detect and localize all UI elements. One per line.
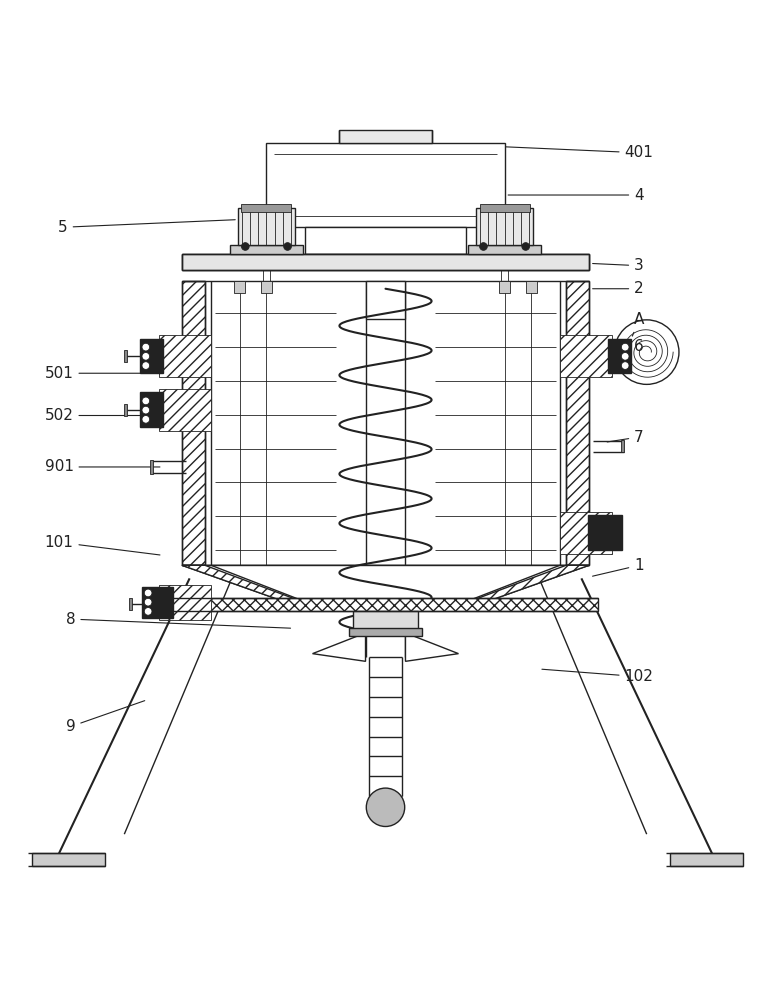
Bar	[468, 245, 541, 254]
Polygon shape	[267, 143, 504, 227]
Text: 7: 7	[608, 430, 644, 445]
Polygon shape	[182, 565, 589, 608]
Bar	[499, 281, 510, 293]
Circle shape	[621, 353, 629, 360]
Polygon shape	[159, 585, 211, 620]
Circle shape	[142, 406, 150, 414]
Text: 4: 4	[508, 188, 644, 203]
Bar	[621, 440, 625, 452]
Bar	[339, 130, 432, 143]
Circle shape	[480, 243, 487, 250]
Bar	[140, 392, 163, 427]
Bar	[241, 204, 291, 212]
Bar	[480, 204, 530, 212]
Text: 501: 501	[45, 366, 152, 381]
Bar	[353, 611, 418, 631]
Circle shape	[621, 362, 629, 369]
Polygon shape	[566, 281, 589, 565]
Polygon shape	[182, 254, 589, 270]
Circle shape	[142, 353, 150, 360]
Bar	[140, 339, 163, 373]
Polygon shape	[453, 565, 589, 608]
Text: 1: 1	[593, 558, 644, 576]
Polygon shape	[182, 565, 318, 608]
Bar	[182, 254, 589, 270]
Bar	[129, 598, 132, 610]
Bar	[124, 350, 127, 362]
Polygon shape	[182, 281, 205, 565]
Circle shape	[144, 589, 152, 597]
Circle shape	[241, 243, 249, 250]
Bar	[476, 208, 534, 245]
Text: A: A	[632, 312, 645, 336]
Bar	[32, 853, 105, 866]
Bar	[608, 339, 631, 373]
Circle shape	[142, 397, 150, 405]
Polygon shape	[312, 633, 365, 661]
Circle shape	[144, 598, 152, 606]
Bar	[150, 460, 153, 474]
Polygon shape	[406, 633, 459, 661]
Bar	[566, 281, 589, 565]
Text: 5: 5	[58, 220, 235, 235]
Bar	[124, 404, 127, 416]
Bar	[142, 587, 173, 618]
Circle shape	[522, 243, 530, 250]
Polygon shape	[560, 335, 612, 377]
Polygon shape	[560, 512, 612, 554]
Polygon shape	[159, 335, 211, 377]
Bar	[230, 245, 303, 254]
Text: 901: 901	[45, 459, 160, 474]
Polygon shape	[173, 598, 598, 611]
Bar	[182, 254, 589, 270]
Text: 8: 8	[66, 612, 291, 628]
Bar	[526, 281, 537, 293]
Text: 9: 9	[66, 701, 145, 734]
Text: 102: 102	[542, 669, 654, 684]
Polygon shape	[159, 389, 211, 431]
Circle shape	[142, 362, 150, 369]
Bar	[182, 281, 205, 565]
Circle shape	[142, 415, 150, 423]
Circle shape	[366, 788, 405, 826]
Bar	[237, 208, 295, 245]
Circle shape	[621, 343, 629, 351]
Bar	[349, 628, 422, 636]
Text: 401: 401	[503, 145, 654, 160]
Bar	[234, 281, 245, 293]
Circle shape	[144, 608, 152, 615]
Bar	[366, 281, 405, 319]
Text: 2: 2	[593, 281, 644, 296]
Text: 502: 502	[45, 408, 152, 423]
Circle shape	[142, 343, 150, 351]
Circle shape	[284, 243, 291, 250]
Bar	[261, 281, 272, 293]
Polygon shape	[305, 227, 466, 254]
Text: 6: 6	[618, 339, 644, 360]
Text: 3: 3	[593, 258, 644, 273]
Text: 101: 101	[45, 535, 160, 555]
Bar	[588, 515, 622, 550]
Bar	[670, 853, 742, 866]
